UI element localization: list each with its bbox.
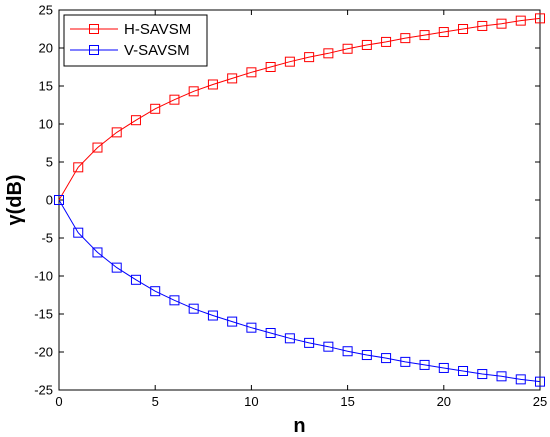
y-axis-label: γ(dB) <box>4 174 26 225</box>
data-point-marker <box>169 94 180 105</box>
data-point-marker <box>188 86 199 97</box>
data-point-marker <box>227 73 238 84</box>
data-point-marker <box>246 322 257 333</box>
series-layer <box>54 13 545 387</box>
data-point-marker <box>342 43 353 54</box>
y-tick-label: 5 <box>46 155 53 170</box>
legend: H-SAVSM V-SAVSM <box>63 14 208 67</box>
data-point-marker <box>207 79 218 90</box>
data-point-marker <box>130 115 141 126</box>
data-point-marker <box>419 359 430 370</box>
data-point-marker <box>284 333 295 344</box>
data-point-marker <box>265 62 276 72</box>
data-point-marker <box>169 295 180 306</box>
data-point-marker <box>535 376 545 387</box>
data-point-marker <box>535 13 545 24</box>
x-tick-label: 25 <box>533 394 547 409</box>
data-point-marker <box>477 20 488 31</box>
data-point-marker <box>515 374 526 385</box>
data-point-marker <box>111 262 122 273</box>
y-tick-label: 10 <box>39 117 53 132</box>
data-point-marker <box>477 369 488 380</box>
x-tick-label: 20 <box>437 394 451 409</box>
y-tick-label: 15 <box>39 79 53 94</box>
x-axis-label: n <box>293 415 305 437</box>
y-tick-label: 20 <box>39 41 53 56</box>
series-line <box>58 199 541 383</box>
y-tick-label: -10 <box>34 269 53 284</box>
data-point-marker <box>342 346 353 357</box>
data-point-marker <box>438 362 449 373</box>
data-point-marker <box>207 310 218 321</box>
data-point-marker <box>323 341 334 352</box>
data-point-marker <box>438 27 449 38</box>
data-point-marker <box>496 18 507 29</box>
data-point-marker <box>92 142 103 153</box>
y-tick-label: -25 <box>34 383 53 398</box>
data-point-marker <box>419 30 430 41</box>
y-tick-label: -20 <box>34 345 53 360</box>
data-point-marker <box>54 195 64 205</box>
data-point-marker <box>227 316 238 327</box>
legend-label: H-SAVSM <box>124 21 191 38</box>
x-tick-label: 15 <box>340 394 354 409</box>
legend-label: V-SAVSM <box>124 42 190 59</box>
data-point-marker <box>188 303 199 314</box>
x-tick-label: 0 <box>55 394 62 409</box>
y-tick-label: -15 <box>34 307 53 322</box>
legend-box <box>63 14 208 67</box>
data-point-marker <box>92 247 103 258</box>
x-tick-label: 10 <box>244 394 258 409</box>
plot-area <box>58 9 541 391</box>
data-point-marker <box>361 39 372 50</box>
data-point-marker <box>150 103 161 114</box>
axis-ticks: 0 5 10 15 20 25 -25 -20 -15 -10 -5 0 5 10 15 20 25 <box>34 3 547 410</box>
data-point-marker <box>265 328 276 338</box>
data-point-marker <box>458 366 469 376</box>
data-point-marker <box>246 67 257 78</box>
data-point-marker <box>73 162 84 173</box>
data-point-marker <box>400 356 411 367</box>
data-point-marker <box>284 56 295 67</box>
y-tick-label: 0 <box>46 193 53 208</box>
series-line <box>58 17 541 201</box>
data-point-marker <box>496 371 507 382</box>
data-point-marker <box>73 227 84 238</box>
data-point-marker <box>458 24 469 34</box>
data-point-marker <box>323 48 334 59</box>
data-point-marker <box>361 350 372 361</box>
legend-marker <box>89 24 99 34</box>
legend-marker <box>89 45 99 55</box>
data-point-marker <box>515 15 526 26</box>
data-point-marker <box>381 353 392 364</box>
y-tick-label: -5 <box>41 231 53 246</box>
data-point-marker <box>304 337 315 348</box>
data-point-marker <box>400 33 411 44</box>
data-point-marker <box>130 274 141 285</box>
data-point-marker <box>150 286 161 297</box>
data-point-marker <box>111 127 122 138</box>
x-tick-label: 5 <box>152 394 159 409</box>
data-point-marker <box>381 36 392 47</box>
data-point-marker <box>304 52 315 63</box>
y-tick-label: 25 <box>39 3 53 18</box>
